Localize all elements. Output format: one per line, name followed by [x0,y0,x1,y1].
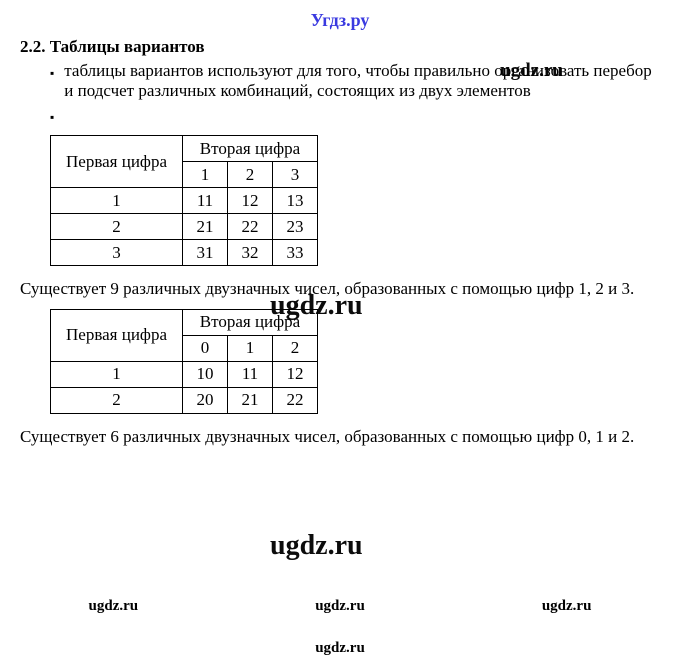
table-2-wrap: Первая цифра Вторая цифра 0 1 2 1 10 11 … [50,309,660,414]
paragraph-2: Существует 6 различных двузначных чисел,… [20,426,660,449]
watermark: ugdz.ru [315,640,365,657]
value-cell: 21 [228,387,273,413]
bullet-text: таблицы вариантов используют для того, ч… [64,61,660,101]
subhead-cell: 2 [273,335,318,361]
variant-table-2: Первая цифра Вторая цифра 0 1 2 1 10 11 … [50,309,318,414]
value-cell: 32 [228,240,273,266]
value-cell: 11 [183,188,228,214]
value-cell: 11 [228,361,273,387]
section-number: 2.2. [20,37,46,56]
value-cell: 33 [273,240,318,266]
watermark-row: ugdz.ru [0,640,680,657]
first-digit-cell: 2 [51,387,183,413]
section-title: 2.2. Таблицы вариантов [20,37,660,57]
head-second-digit: Вторая цифра [183,309,318,335]
subhead-cell: 0 [183,335,228,361]
watermark: ugdz.ru [89,598,139,615]
table-row: 3 31 32 33 [51,240,318,266]
variant-table-1: Первая цифра Вторая цифра 1 2 3 1 11 12 … [50,135,318,266]
value-cell: 22 [228,214,273,240]
list-item [50,105,660,125]
head-first-digit: Первая цифра [51,309,183,361]
table-row: 1 10 11 12 [51,361,318,387]
value-cell: 31 [183,240,228,266]
head-first-digit: Первая цифра [51,136,183,188]
watermark-row: ugdz.ru ugdz.ru ugdz.ru [0,598,680,615]
watermark: ugdz.ru [315,598,365,615]
value-cell: 13 [273,188,318,214]
list-item: таблицы вариантов используют для того, ч… [50,61,660,101]
first-digit-cell: 2 [51,214,183,240]
head-second-digit: Вторая цифра [183,136,318,162]
value-cell: 12 [273,361,318,387]
watermark: ugdz.ru [542,598,592,615]
value-cell: 12 [228,188,273,214]
paragraph-1: Существует 9 различных двузначных чисел,… [20,278,660,301]
table-row: 2 20 21 22 [51,387,318,413]
bullet-list: таблицы вариантов используют для того, ч… [20,61,660,125]
table-1-wrap: Первая цифра Вторая цифра 1 2 3 1 11 12 … [50,135,660,266]
value-cell: 23 [273,214,318,240]
value-cell: 10 [183,361,228,387]
table-row: Первая цифра Вторая цифра [51,136,318,162]
table-row: Первая цифра Вторая цифра [51,309,318,335]
first-digit-cell: 1 [51,361,183,387]
table-row: 2 21 22 23 [51,214,318,240]
subhead-cell: 1 [228,335,273,361]
value-cell: 22 [273,387,318,413]
value-cell: 21 [183,214,228,240]
subhead-cell: 2 [228,162,273,188]
subhead-cell: 3 [273,162,318,188]
first-digit-cell: 3 [51,240,183,266]
value-cell: 20 [183,387,228,413]
first-digit-cell: 1 [51,188,183,214]
watermark: ugdz.ru [270,530,363,562]
section-name: Таблицы вариантов [50,37,205,56]
subhead-cell: 1 [183,162,228,188]
site-header: Угдз.ру [20,10,660,31]
table-row: 1 11 12 13 [51,188,318,214]
